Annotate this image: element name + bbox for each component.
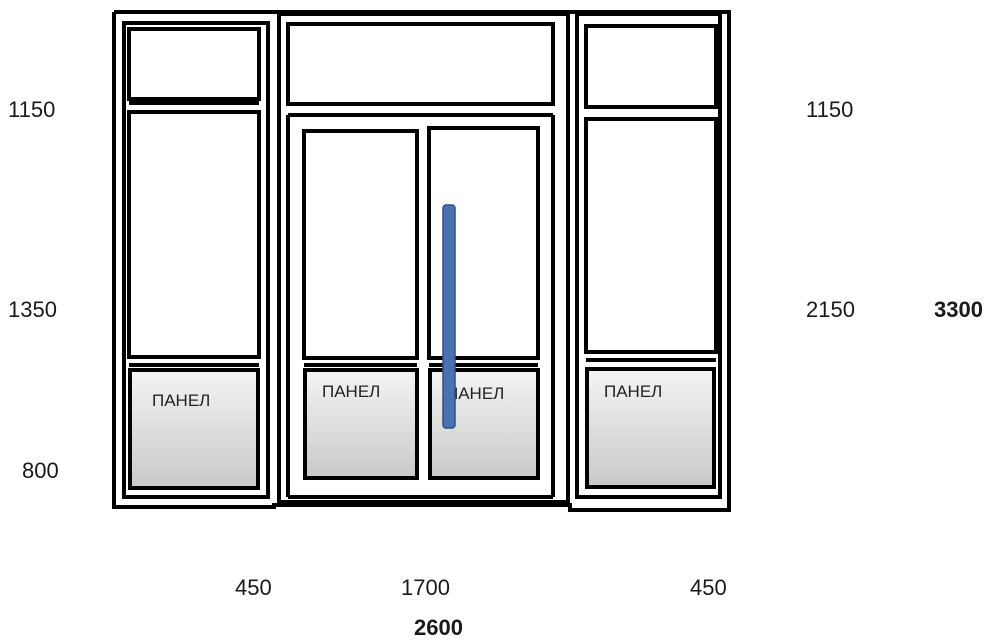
panel-door-left — [303, 368, 419, 480]
width-left: 450 — [235, 575, 272, 600]
panel-right-label: ПАНЕЛ — [604, 382, 662, 401]
center-transom — [286, 22, 555, 106]
panel-left-label: ПАНЕЛ — [152, 391, 210, 410]
left-height-top: 1150 — [8, 97, 56, 122]
panel-door-left-label: ПАНЕЛ — [322, 382, 380, 401]
right-height-middle: 2150 — [806, 297, 855, 322]
panel-right — [585, 367, 716, 489]
panel-left — [128, 368, 260, 490]
door-leaf-right-glass — [427, 126, 540, 360]
right-sidelight-frame — [575, 12, 722, 499]
left-glass — [127, 110, 261, 359]
right-height-top: 1150 — [806, 97, 854, 122]
left-transom — [127, 27, 261, 101]
right-transom — [584, 24, 718, 109]
right-glass — [584, 117, 718, 354]
center-door-frame — [277, 12, 570, 504]
total-height: 3300 — [934, 297, 983, 322]
left-height-middle: 1350 — [8, 297, 57, 322]
total-width: 2600 — [414, 615, 463, 640]
width-center: 1700 — [401, 575, 450, 600]
left-height-bottom: 800 — [22, 458, 59, 483]
left-sidelight-frame — [122, 21, 270, 499]
width-right: 450 — [690, 575, 727, 600]
door-leaf-left-glass — [302, 129, 419, 360]
panel-door-right-label: ПАНЕЛ — [446, 384, 504, 403]
outer-frame — [112, 10, 731, 512]
door-handle — [442, 204, 456, 429]
